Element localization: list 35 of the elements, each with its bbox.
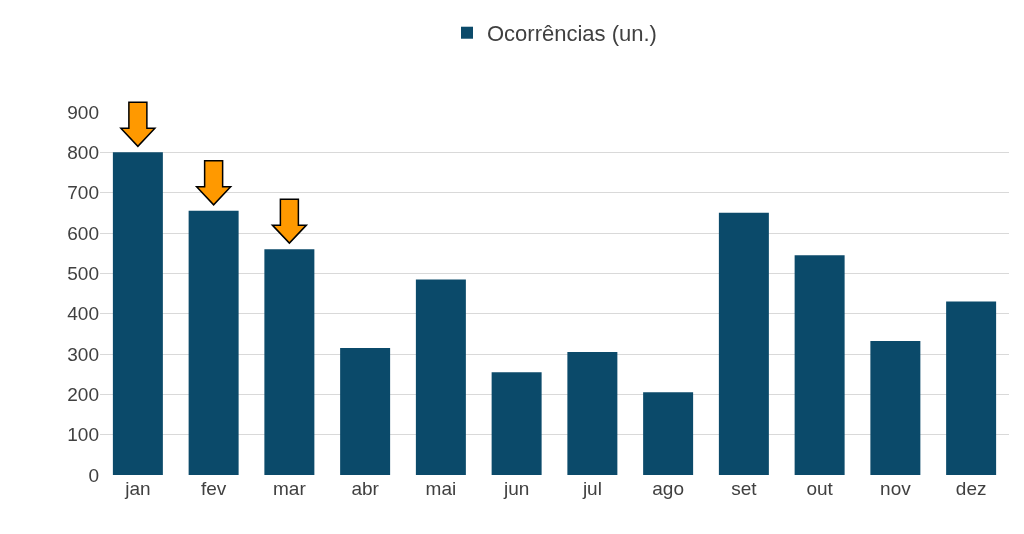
y-tick-label: 0 (88, 464, 99, 486)
bar (491, 372, 542, 475)
y-tick-label: 600 (67, 222, 99, 244)
bar (264, 249, 315, 475)
y-tick-label: 800 (67, 141, 99, 163)
y-tick-label: 500 (67, 262, 99, 284)
x-tick-label: set (731, 478, 758, 499)
y-tick-label: 300 (67, 343, 99, 365)
x-tick-label: jul (581, 478, 602, 499)
x-tick-label: abr (351, 478, 380, 499)
y-tick-label: 400 (67, 303, 99, 325)
x-tick-label: dez (955, 478, 987, 499)
x-tick-label: out (806, 478, 834, 499)
y-tick-label: 100 (67, 424, 99, 446)
bar (415, 279, 466, 475)
bar (794, 255, 845, 475)
bar (567, 351, 618, 475)
bar (718, 212, 769, 475)
y-tick-label: 900 (67, 101, 99, 123)
y-tick-label: 700 (67, 182, 99, 204)
x-tick-label: ago (652, 478, 684, 499)
bar (870, 341, 921, 475)
bar (643, 392, 694, 475)
legend-label: Ocorrências (un.) (487, 21, 657, 47)
bar (340, 347, 391, 475)
x-tick-label: jan (124, 478, 151, 499)
x-tick-label: mar (273, 478, 307, 499)
x-tick-label: nov (880, 478, 912, 499)
bar (188, 210, 239, 475)
bar (112, 152, 163, 475)
x-tick-label: mai (425, 478, 457, 499)
x-tick-label: fev (200, 478, 227, 499)
bar (946, 301, 997, 475)
y-tick-label: 200 (67, 383, 99, 405)
x-tick-label: jun (502, 478, 530, 499)
